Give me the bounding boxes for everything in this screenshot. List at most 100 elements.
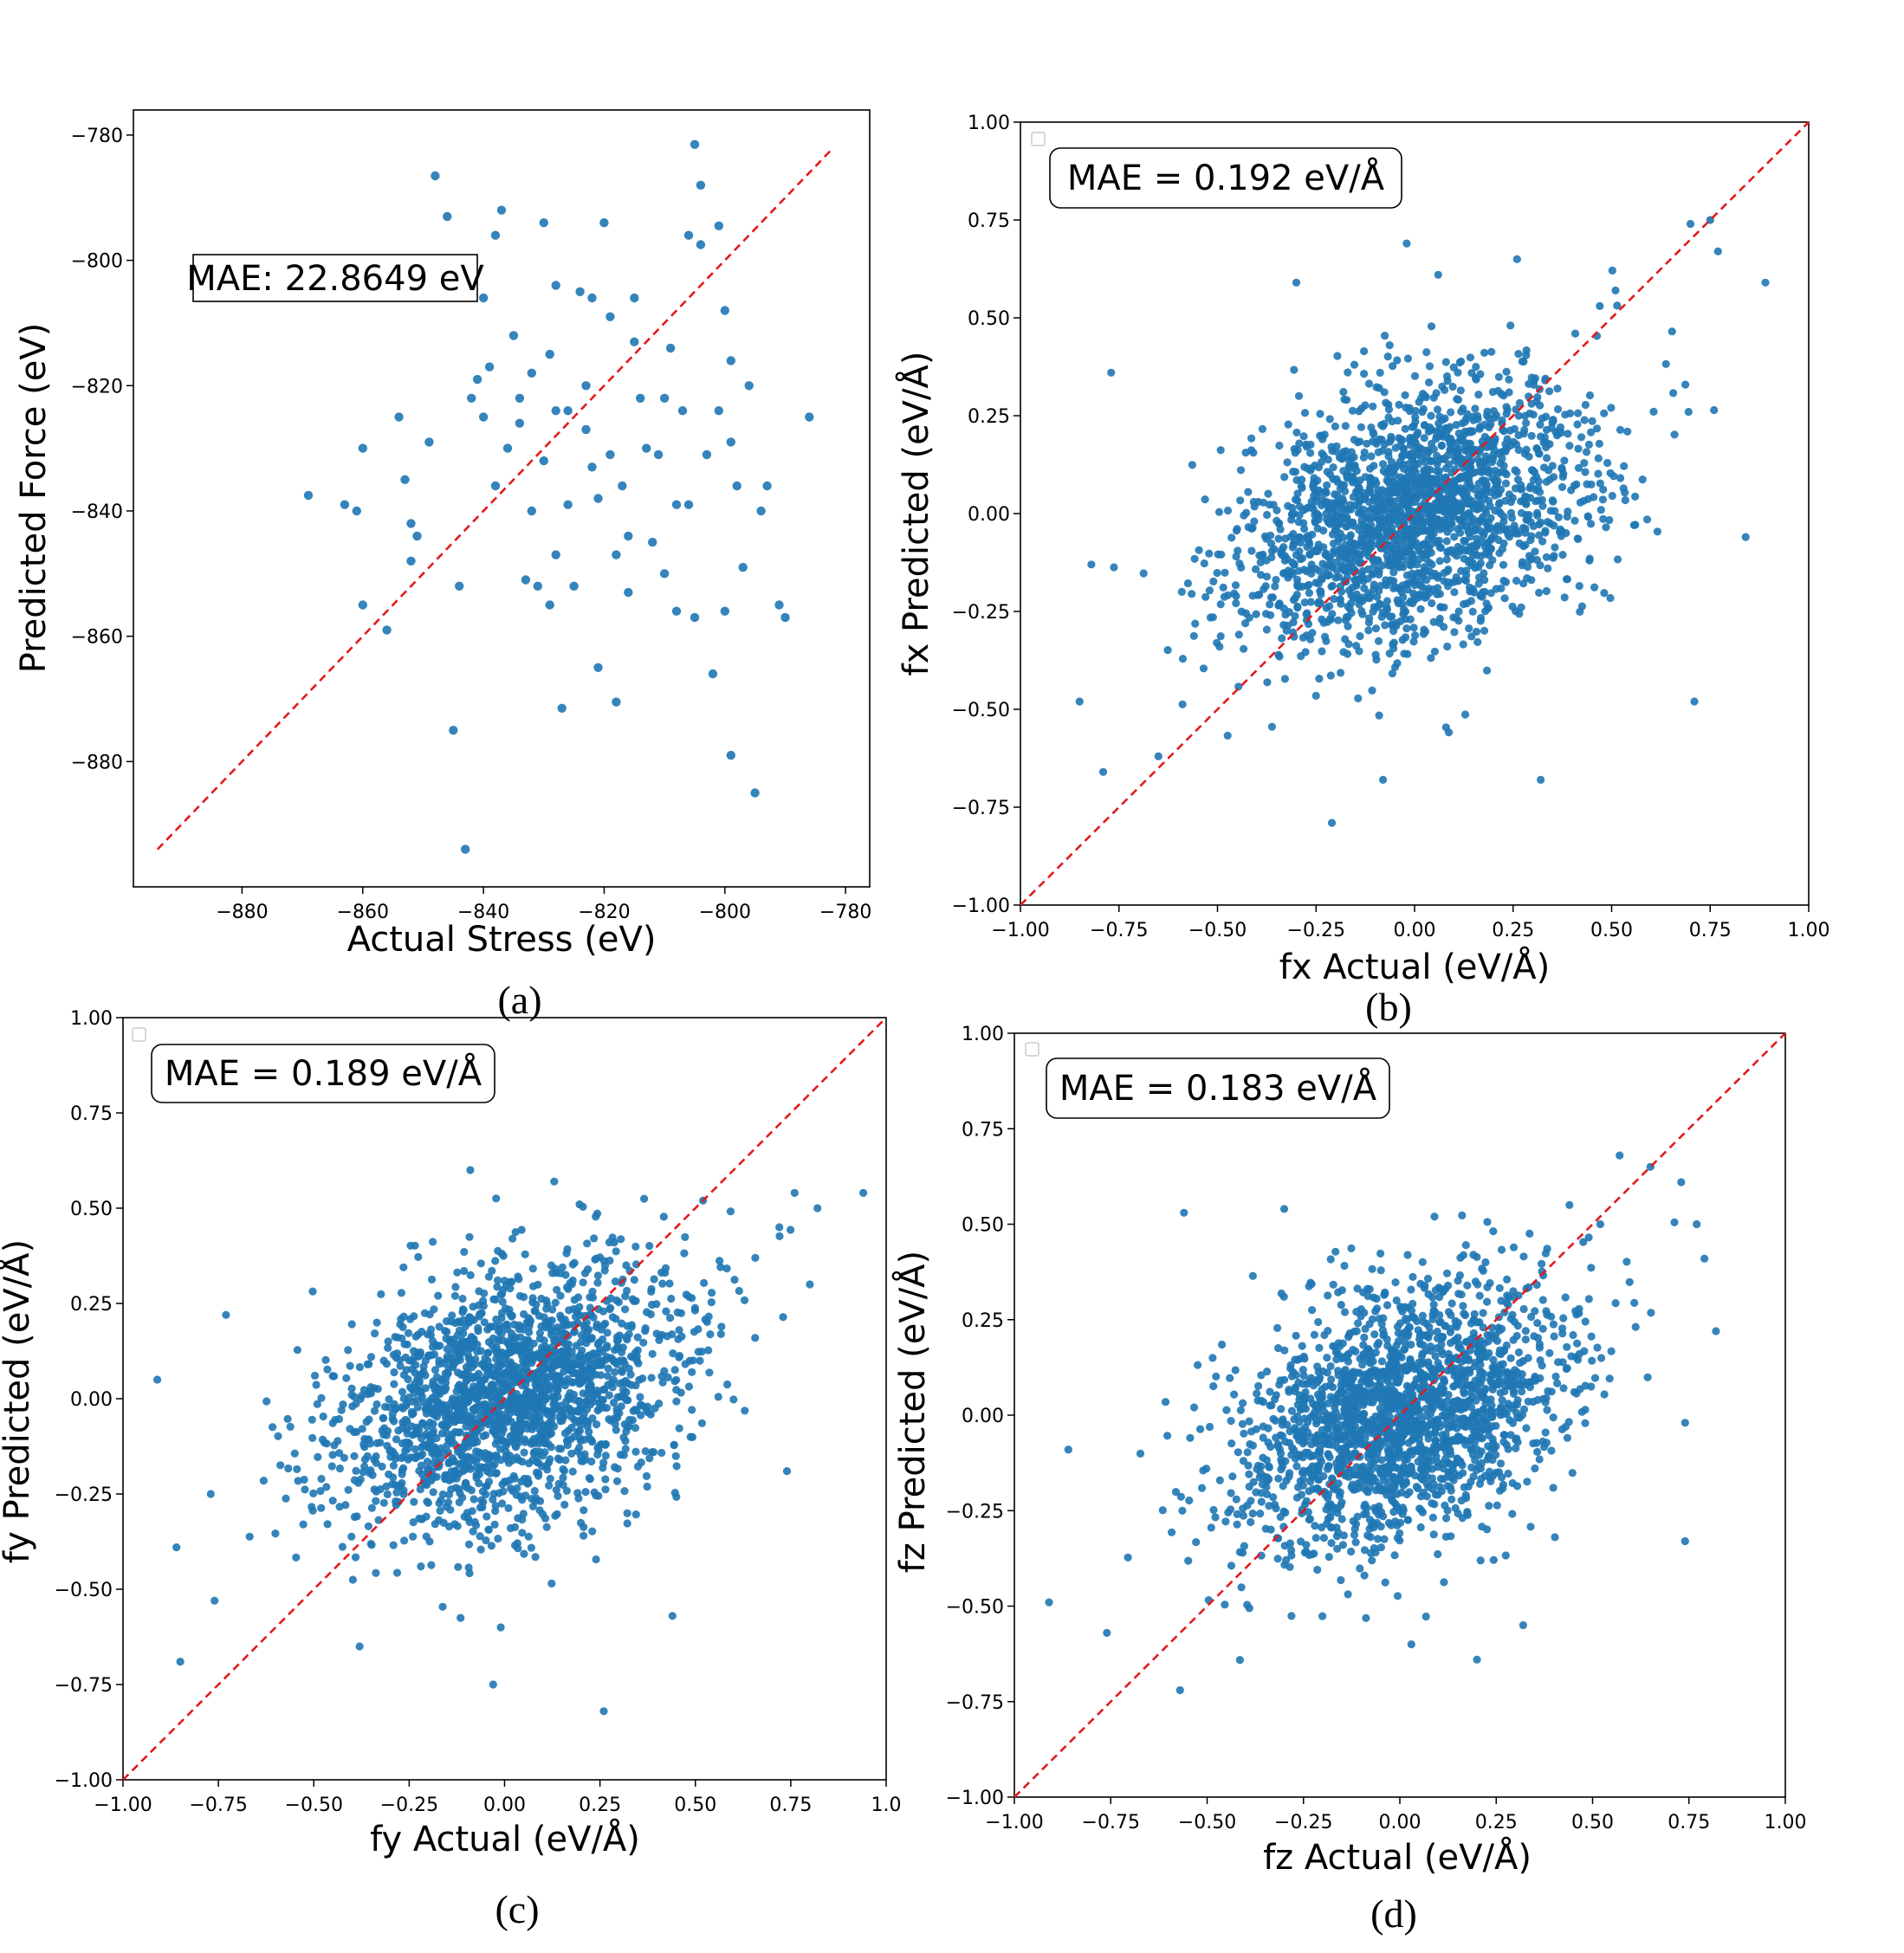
scatter-point — [1501, 479, 1511, 488]
scatter-point — [416, 1485, 424, 1494]
scatter-point — [1290, 365, 1298, 374]
scatter-point — [528, 1388, 537, 1397]
scatter-point — [482, 1403, 490, 1412]
scatter-point — [1295, 511, 1304, 520]
scatter-point — [1338, 513, 1347, 521]
scatter-point — [366, 1353, 376, 1361]
scatter-point — [431, 1443, 439, 1452]
scatter-point — [1322, 637, 1331, 645]
scatter-point — [496, 205, 507, 215]
scatter-point — [1326, 671, 1335, 680]
scatter-point — [707, 1298, 716, 1307]
scatter-point — [1474, 579, 1483, 588]
scatter-point — [630, 1276, 638, 1284]
scatter-point — [316, 1487, 325, 1496]
scatter-point — [1247, 1517, 1255, 1527]
scatter-point — [585, 1474, 594, 1483]
scatter-point — [631, 1242, 640, 1251]
scatter-point — [1396, 492, 1404, 501]
scatter-point — [680, 1249, 689, 1258]
scatter-point — [456, 1402, 464, 1411]
scatter-point — [1425, 588, 1434, 598]
scatter-point — [1296, 555, 1305, 564]
scatter-point — [372, 1318, 381, 1327]
scatter-point — [476, 1347, 485, 1355]
scatter-point — [508, 1234, 517, 1243]
scatter-point — [623, 1509, 631, 1517]
x-tick-label: 0.25 — [579, 1795, 621, 1816]
scatter-point — [1344, 622, 1352, 631]
scatter-point — [1183, 579, 1192, 588]
scatter-point — [627, 1322, 636, 1331]
scatter-point — [490, 1322, 499, 1331]
scatter-point — [1306, 449, 1315, 457]
scatter-point — [563, 500, 573, 509]
scatter-point — [1267, 546, 1277, 555]
scatter-point — [1300, 598, 1309, 607]
scatter-point — [726, 356, 735, 365]
scatter-point — [1534, 496, 1543, 505]
scatter-point — [1403, 497, 1412, 506]
scatter-point — [347, 1384, 356, 1393]
scatter-point — [1292, 591, 1301, 599]
scatter-point — [1247, 546, 1256, 555]
y-tick-label: −800 — [71, 251, 123, 273]
scatter-point — [1297, 482, 1305, 490]
scatter-point — [1408, 569, 1416, 578]
scatter-point — [540, 1391, 549, 1400]
scatter-point — [437, 1444, 446, 1452]
scatter-point — [780, 612, 790, 623]
scatter-point — [1480, 576, 1489, 585]
scatter-point — [1427, 456, 1435, 466]
scatter-point — [398, 1387, 407, 1396]
scatter-point — [1457, 502, 1466, 511]
scatter-point — [1415, 398, 1423, 406]
scatter-point — [1331, 422, 1339, 430]
scatter-point — [1337, 481, 1346, 489]
scatter-point — [412, 531, 422, 541]
scatter-point — [451, 1283, 460, 1291]
scatter-point — [1499, 517, 1508, 527]
scatter-point — [535, 1329, 545, 1337]
y-tick-label: −840 — [71, 501, 123, 523]
scatter-point — [683, 500, 694, 509]
scatter-point — [556, 1311, 565, 1320]
scatter-point — [392, 1435, 401, 1444]
scatter-point — [612, 1296, 621, 1304]
scatter-point — [1244, 488, 1253, 496]
scatter-point — [1397, 560, 1406, 569]
scatter-point — [1501, 578, 1511, 586]
scatter-point — [1235, 1656, 1244, 1665]
scatter-point — [1549, 1413, 1558, 1422]
scatter-point — [456, 1489, 464, 1497]
scatter-point — [688, 1406, 696, 1414]
scatter-point — [1294, 583, 1304, 592]
scatter-point — [1517, 603, 1525, 611]
scatter-point — [482, 1512, 491, 1521]
scatter-point — [448, 1311, 457, 1320]
scatter-point — [1538, 537, 1547, 546]
scatter-point — [1379, 775, 1388, 785]
scatter-point — [1336, 595, 1344, 604]
scatter-point — [637, 1411, 645, 1419]
scatter-point — [1440, 568, 1448, 578]
scatter-point — [1483, 1283, 1492, 1291]
scatter-point — [172, 1543, 181, 1552]
scatter-point — [379, 1430, 388, 1439]
scatter-point — [1327, 1539, 1336, 1548]
legend-box-b — [1031, 132, 1046, 146]
scatter-point — [354, 1478, 363, 1487]
scatter-point — [1315, 598, 1324, 606]
scatter-point — [1367, 591, 1376, 600]
scatter-point — [1606, 469, 1615, 477]
scatter-point — [490, 481, 501, 491]
scatter-point — [623, 1519, 631, 1528]
scatter-point — [1512, 255, 1521, 263]
scatter-point — [462, 1363, 471, 1372]
scatter-point — [690, 612, 700, 623]
scatter-point — [396, 1320, 405, 1329]
scatter-point — [611, 1368, 619, 1376]
scatter-point — [1310, 484, 1318, 493]
scatter-point — [1535, 520, 1544, 529]
scatter-point — [1295, 439, 1304, 448]
